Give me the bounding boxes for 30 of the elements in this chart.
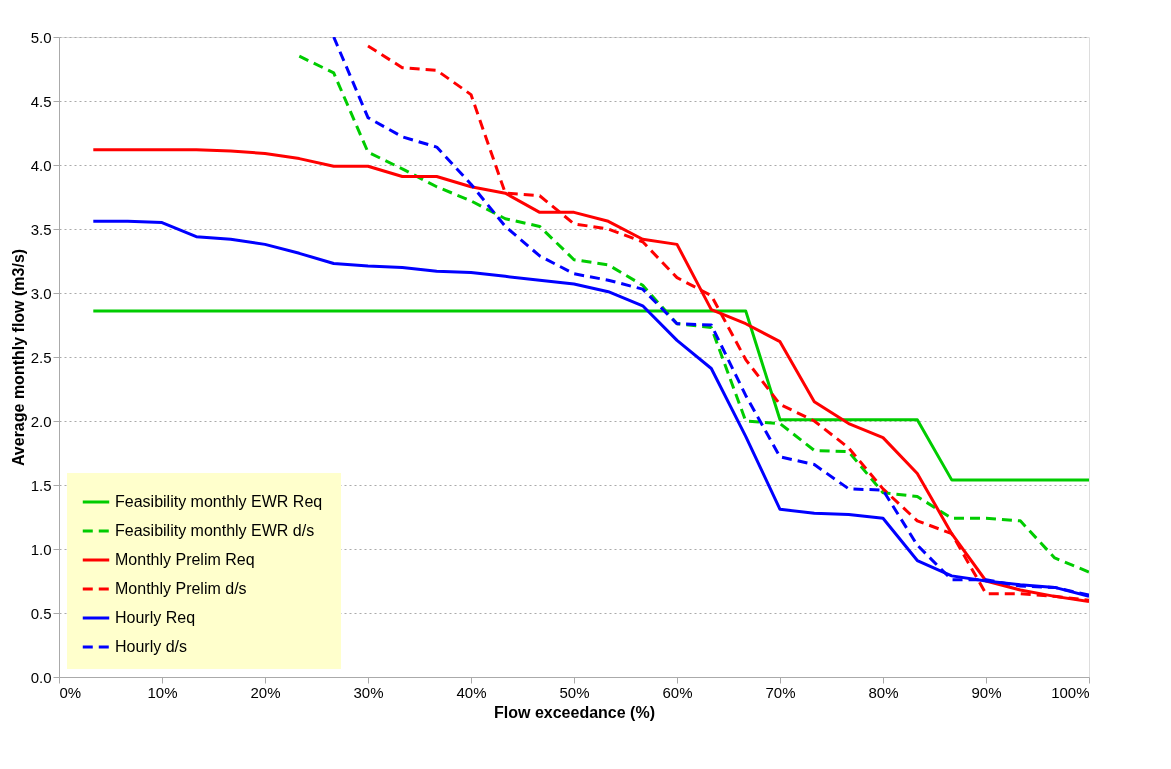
x-tick-label: 70% — [765, 683, 796, 701]
x-tick-label: 50% — [559, 683, 590, 701]
x-tick-label: 0% — [59, 683, 82, 701]
y-tick-label: 1.5 — [30, 476, 52, 494]
legend-label: Monthly Prelim d/s — [115, 580, 247, 597]
y-tick-label: 4.5 — [30, 92, 52, 110]
x-tick-label: 100% — [1051, 683, 1090, 701]
x-tick-label: 90% — [971, 683, 1002, 701]
y-tick-label: 1.0 — [30, 540, 52, 558]
y-tick-label: 3.5 — [30, 220, 52, 238]
x-tick-label: 80% — [868, 683, 899, 701]
x-tick-label: 20% — [250, 683, 281, 701]
x-tick-label: 10% — [147, 683, 178, 701]
x-tick-label: 40% — [456, 683, 487, 701]
legend-label: Monthly Prelim Req — [115, 551, 255, 568]
legend-label: Hourly d/s — [115, 638, 188, 655]
legend-label: Feasibility monthly EWR d/s — [115, 522, 315, 539]
y-tick-label: 0.0 — [30, 668, 52, 686]
y-tick-label: 5.0 — [30, 28, 52, 46]
y-tick-label: 4.0 — [30, 156, 52, 174]
x-tick-label: 30% — [353, 683, 384, 701]
y-axis-title: Average monthly flow (m3/s) — [9, 248, 27, 467]
legend-label: Hourly Req — [115, 609, 196, 626]
legend-label: Feasibility monthly EWR Req — [115, 493, 323, 510]
x-tick-label: 60% — [662, 683, 693, 701]
y-tick-label: 2.5 — [30, 348, 52, 366]
x-axis-title: Flow exceedance (%) — [494, 703, 655, 721]
y-tick-label: 3.0 — [30, 284, 52, 302]
y-tick-label: 2.0 — [30, 412, 52, 430]
y-tick-label: 0.5 — [30, 604, 52, 622]
